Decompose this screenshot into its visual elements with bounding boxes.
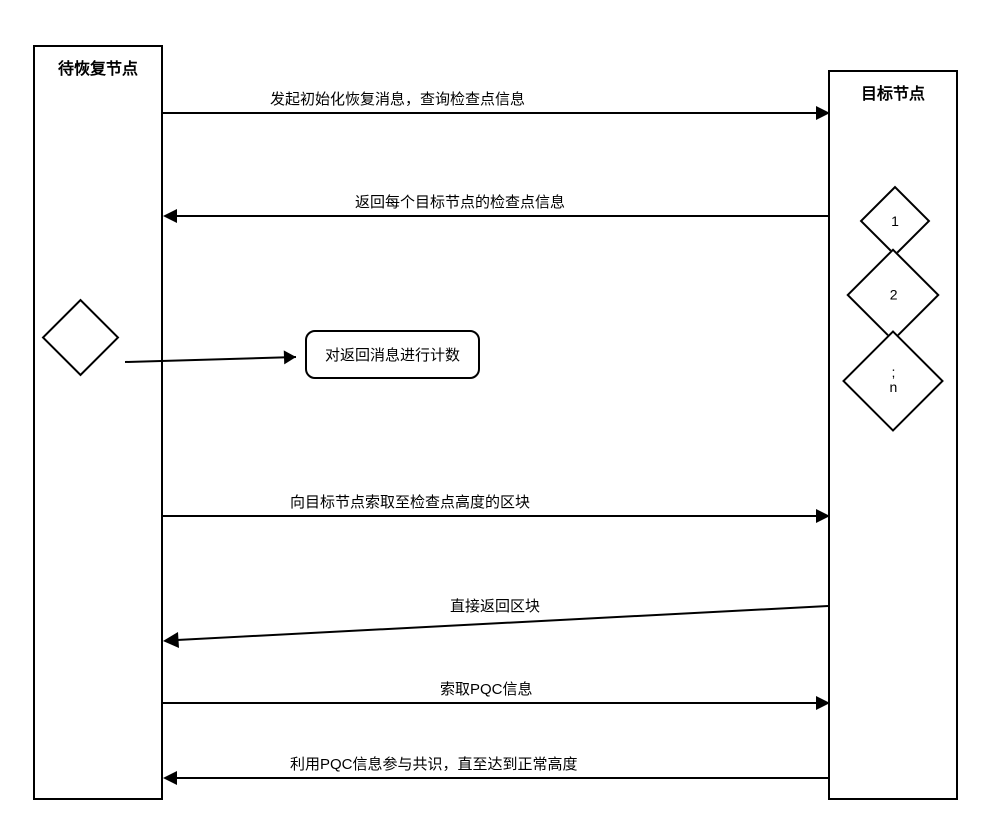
msg3-label: 向目标节点索取至检查点高度的区块: [290, 491, 530, 512]
msg4-arrowhead-icon: [163, 632, 179, 648]
msg5-arrowhead-icon: [816, 696, 830, 710]
diamond-n-label: ; n: [859, 365, 927, 396]
msg4-label: 直接返回区块: [450, 595, 540, 616]
msg6-arrowhead-icon: [163, 771, 177, 785]
process-count-label: 对返回消息进行计数: [325, 347, 460, 364]
msg2-label: 返回每个目标节点的检查点信息: [355, 191, 565, 212]
msg2-arrow: [175, 215, 828, 217]
diamond-1-label: 1: [872, 213, 918, 229]
msg3-arrow: [163, 515, 818, 517]
left-lifeline: 待恢复节点: [33, 45, 163, 800]
right-lifeline: 目标节点: [828, 70, 958, 800]
process-count-box: 对返回消息进行计数: [305, 330, 480, 379]
pointer-arrowhead-icon: [284, 350, 296, 364]
msg1-arrowhead-icon: [816, 106, 830, 120]
msg1-label: 发起初始化恢复消息，查询检查点信息: [270, 88, 525, 109]
msg5-arrow: [163, 702, 818, 704]
msg6-arrow: [175, 777, 828, 779]
msg2-arrowhead-icon: [163, 209, 177, 223]
msg5-label: 索取PQC信息: [440, 678, 533, 699]
msg6-label: 利用PQC信息参与共识，直至达到正常高度: [290, 753, 578, 774]
right-lifeline-title: 目标节点: [834, 80, 952, 104]
diamond-2-label: 2: [863, 286, 925, 302]
msg1-arrow: [163, 112, 818, 114]
left-lifeline-title: 待恢复节点: [39, 55, 157, 79]
msg3-arrowhead-icon: [816, 509, 830, 523]
